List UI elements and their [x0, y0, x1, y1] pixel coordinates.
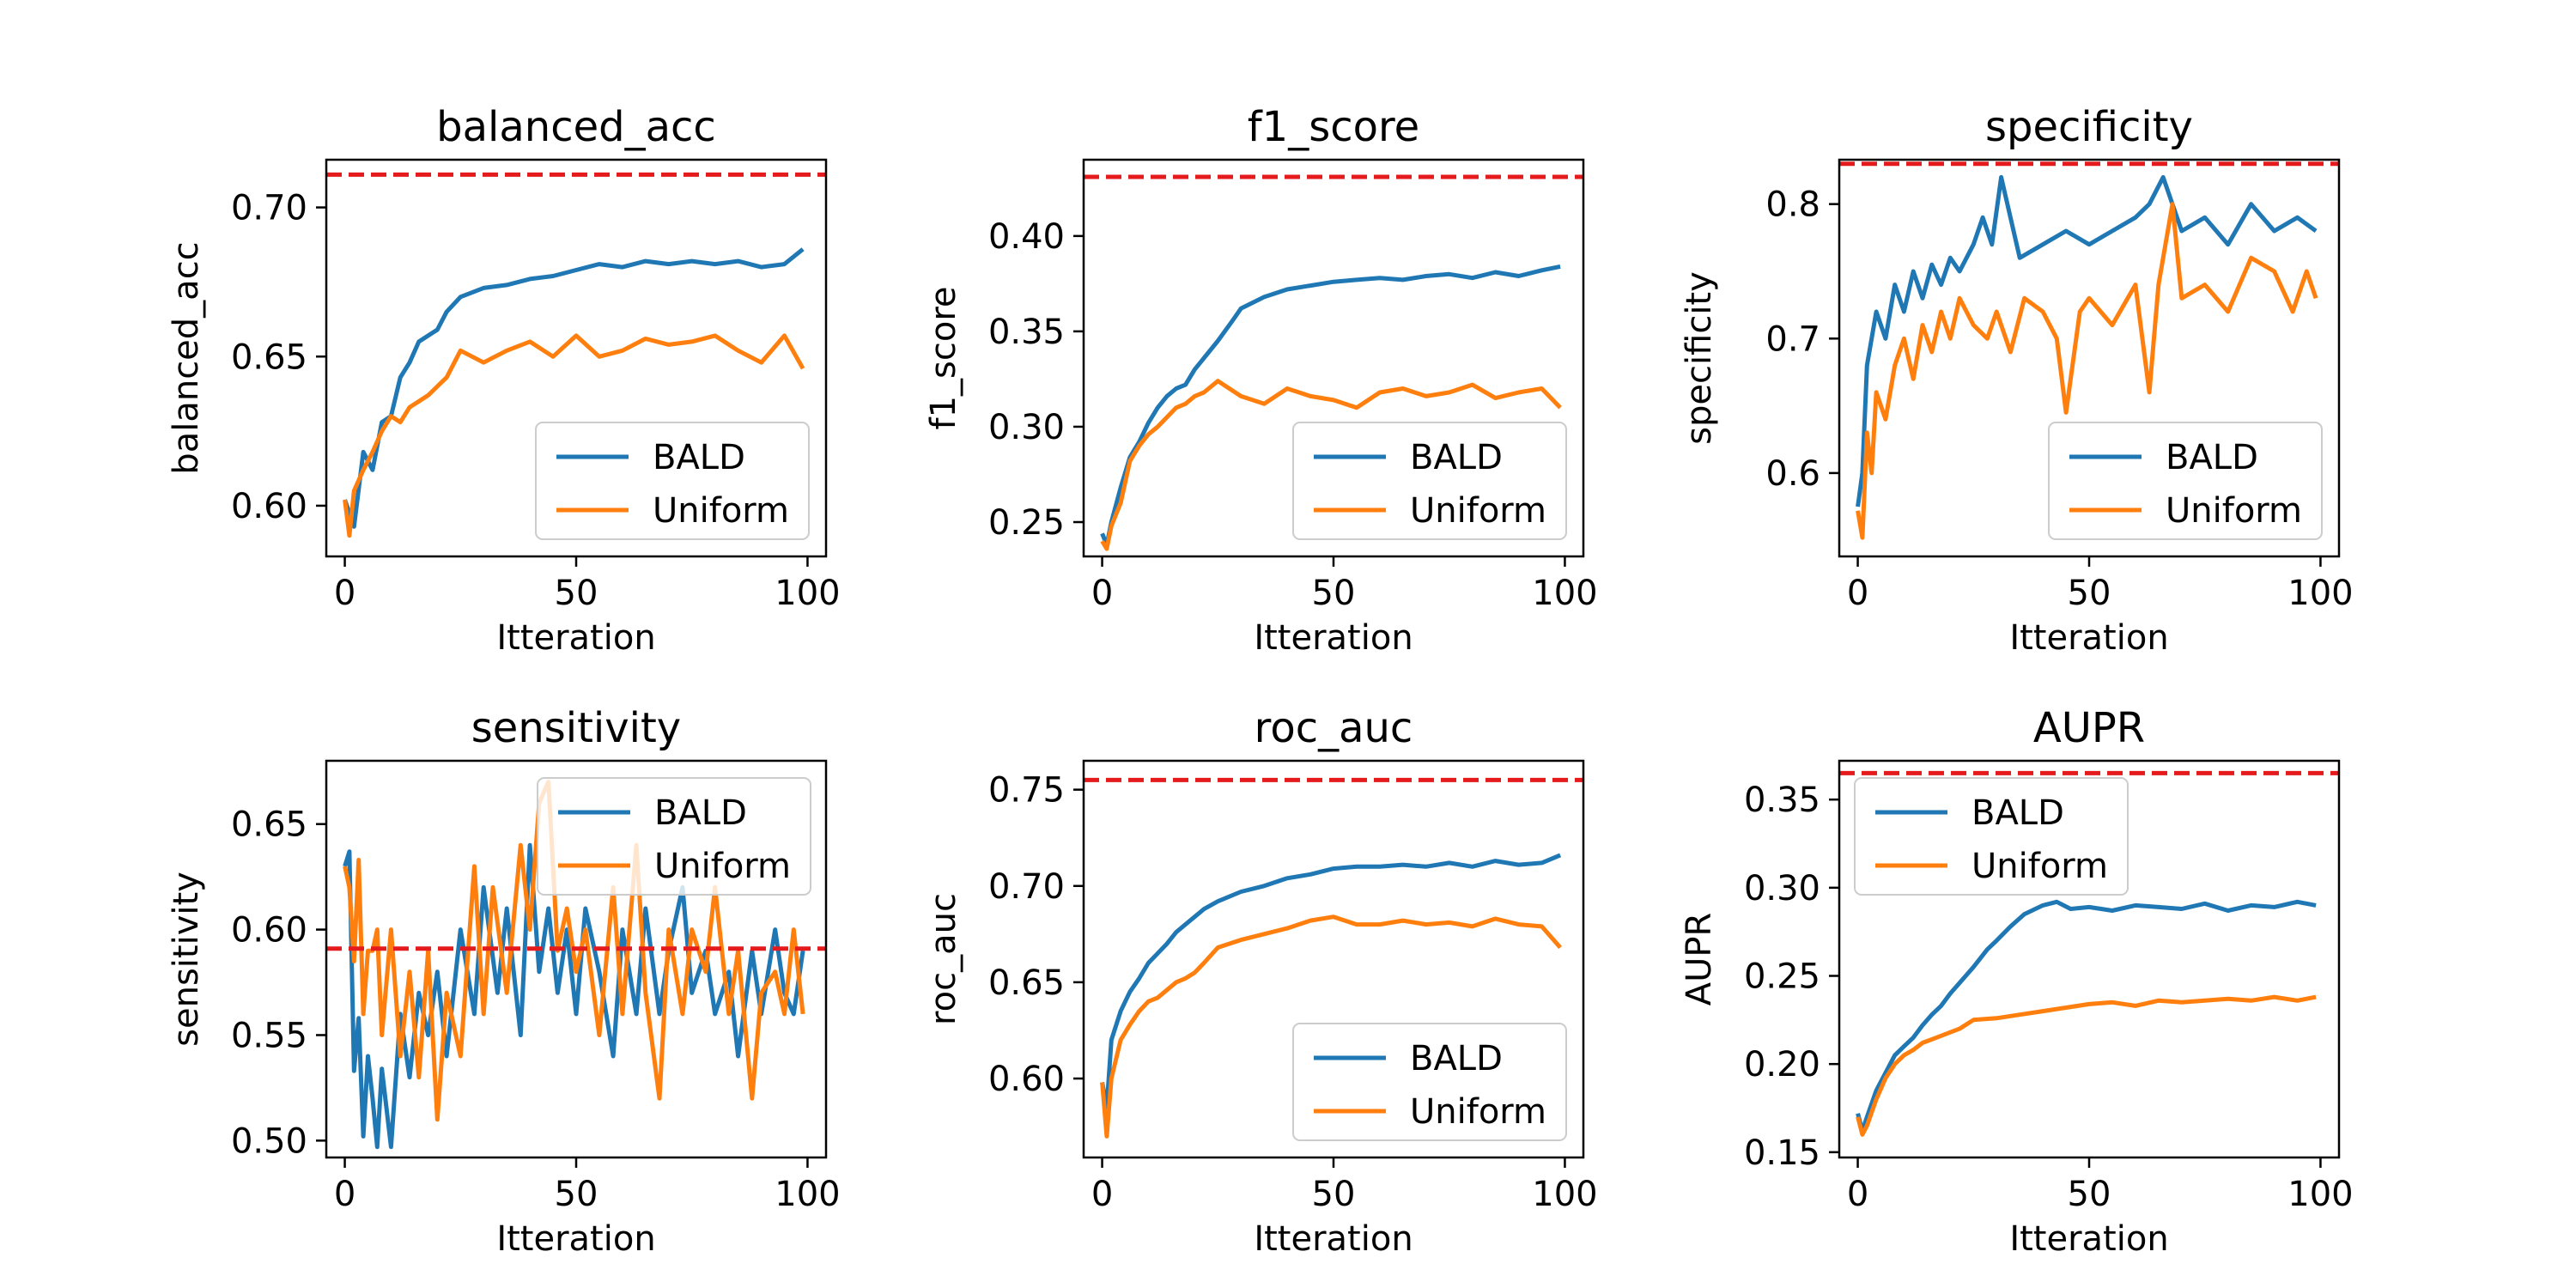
- legend-label-uniform: Uniform: [1410, 1092, 1546, 1132]
- y-tick-label: 0.7: [1765, 319, 1820, 359]
- y-tick-label: 0.40: [988, 217, 1065, 257]
- series-line-uniform: [1856, 994, 2317, 1137]
- y-tick-label: 0.25: [1744, 957, 1820, 997]
- x-tick-label: 50: [1312, 574, 1356, 613]
- y-axis-label: specificity: [1680, 271, 1719, 445]
- legend: BALD Uniform: [1292, 1023, 1567, 1141]
- legend-label-uniform: Uniform: [1410, 491, 1546, 531]
- x-tick-label: 100: [2287, 1175, 2353, 1214]
- y-tick-label: 0.55: [231, 1016, 307, 1055]
- x-tick-label: 50: [555, 1175, 598, 1214]
- subplot-aupr: AUPR 0 50 100 0.15 0.20 0.25 0.30 0.35 Itteration…: [1680, 704, 2354, 1259]
- series-line-uniform: [1100, 379, 1562, 551]
- subplot-roc-auc: roc_auc 0 50 100 0.60 0.65 0.70 0.75 Itteration r…: [924, 704, 1598, 1259]
- series-line-bald: [1856, 899, 2317, 1133]
- y-tick-label: 0.60: [231, 911, 307, 951]
- x-tick-label: 50: [1312, 1175, 1356, 1214]
- y-tick-label: 0.25: [988, 503, 1065, 543]
- legend-label-bald: BALD: [654, 793, 747, 833]
- x-axis-label: Itteration: [1254, 1219, 1413, 1259]
- y-tick-label: 0.60: [988, 1060, 1065, 1099]
- x-tick-label: 0: [1847, 574, 1868, 613]
- y-axis-label: balanced_acc: [167, 241, 206, 474]
- y-tick-label: 0.8: [1765, 185, 1820, 225]
- y-tick-label: 0.30: [988, 408, 1065, 447]
- chart-title: f1_score: [1248, 103, 1419, 151]
- legend-label-uniform: Uniform: [1971, 847, 2108, 886]
- y-tick-label: 0.30: [1744, 869, 1820, 908]
- legend: BALD Uniform: [1854, 777, 2129, 896]
- legend-label-uniform: Uniform: [653, 491, 789, 531]
- legend-label-uniform: Uniform: [2166, 491, 2302, 531]
- chart-title: balanced_acc: [436, 103, 716, 151]
- y-tick-label: 0.70: [231, 189, 307, 228]
- x-tick-label: 50: [2068, 1175, 2111, 1214]
- y-tick-label: 0.35: [988, 313, 1065, 352]
- legend-label-uniform: Uniform: [654, 847, 791, 886]
- y-tick-label: 0.75: [988, 771, 1065, 811]
- x-axis-label: Itteration: [2009, 1219, 2168, 1259]
- x-tick-label: 100: [1532, 1175, 1597, 1214]
- x-tick-label: 100: [1532, 574, 1597, 613]
- series-line-bald: [343, 247, 805, 529]
- subplot-sensitivity: sensitivity 0 50 100 0.50 0.55 0.60 0.65 Itterat…: [167, 704, 841, 1259]
- legend-label-bald: BALD: [1410, 438, 1503, 477]
- series-line-uniform: [343, 333, 805, 538]
- x-tick-label: 100: [2287, 574, 2353, 613]
- x-axis-label: Itteration: [1254, 618, 1413, 658]
- x-axis-label: Itteration: [496, 1219, 655, 1259]
- legend: BALD Uniform: [537, 777, 811, 896]
- subplot-f1-score: f1_score 0 50 100 0.25 0.30 0.35 0.40 Itteration…: [924, 103, 1598, 658]
- series-line-bald: [1100, 853, 1562, 1110]
- y-axis-label: AUPR: [1680, 913, 1719, 1006]
- series-line-uniform: [1100, 914, 1562, 1139]
- x-tick-label: 50: [555, 574, 598, 613]
- subplot-specificity: specificity 0 50 100 0.6 0.7 0.8 Itteration spec…: [1680, 103, 2354, 658]
- y-tick-label: 0.65: [231, 337, 307, 377]
- x-tick-label: 50: [2068, 574, 2111, 613]
- y-axis-label: sensitivity: [167, 872, 206, 1047]
- chart-title: AUPR: [2033, 704, 2145, 752]
- chart-title: sensitivity: [471, 704, 681, 752]
- x-tick-label: 0: [1091, 1175, 1113, 1214]
- x-tick-label: 0: [334, 1175, 355, 1214]
- y-tick-label: 0.65: [231, 805, 307, 845]
- x-tick-label: 100: [775, 574, 840, 613]
- legend-label-bald: BALD: [2166, 438, 2258, 477]
- y-tick-label: 0.6: [1765, 454, 1820, 494]
- y-tick-label: 0.65: [988, 963, 1065, 1003]
- series-line-uniform: [1856, 202, 2318, 540]
- legend-label-bald: BALD: [1410, 1039, 1503, 1078]
- legend: BALD Uniform: [1292, 422, 1567, 540]
- y-tick-label: 0.15: [1744, 1133, 1820, 1173]
- y-axis-label: f1_score: [924, 286, 963, 429]
- legend: BALD Uniform: [2048, 422, 2323, 540]
- series-line-bald: [1856, 174, 2318, 507]
- legend-label-bald: BALD: [1971, 793, 2064, 833]
- legend-label-bald: BALD: [653, 438, 745, 477]
- y-tick-label: 0.35: [1744, 781, 1820, 820]
- y-tick-label: 0.20: [1744, 1045, 1820, 1084]
- y-tick-label: 0.60: [231, 487, 307, 526]
- series-line-bald: [343, 842, 805, 1150]
- x-tick-label: 0: [1847, 1175, 1868, 1214]
- x-axis-label: Itteration: [2009, 618, 2168, 658]
- x-tick-label: 0: [1091, 574, 1113, 613]
- x-axis-label: Itteration: [496, 618, 655, 658]
- legend: BALD Uniform: [535, 422, 810, 540]
- y-axis-label: roc_auc: [924, 893, 963, 1025]
- chart-title: specificity: [1985, 103, 2193, 151]
- y-tick-label: 0.50: [231, 1121, 307, 1161]
- x-tick-label: 100: [775, 1175, 840, 1214]
- chart-title: roc_auc: [1255, 704, 1413, 752]
- subplot-balanced-acc: balanced_acc 0 50 100 0.60 0.65 0.70 Itteration…: [167, 103, 841, 658]
- y-tick-label: 0.70: [988, 867, 1065, 907]
- x-tick-label: 0: [334, 574, 355, 613]
